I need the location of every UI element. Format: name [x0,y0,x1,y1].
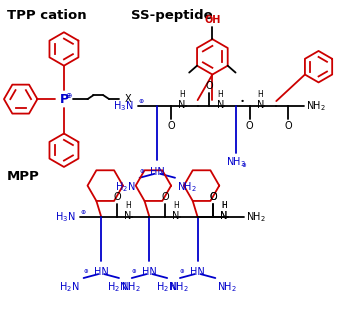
Text: $\oplus$: $\oplus$ [80,208,86,216]
Text: H$_3$N: H$_3$N [113,99,134,113]
Text: O: O [161,192,169,202]
Text: N: N [172,211,180,221]
Text: NH$_2$: NH$_2$ [306,99,326,113]
Text: $\oplus$: $\oplus$ [138,97,144,105]
Text: HN: HN [142,267,157,277]
Text: O: O [210,192,217,202]
Text: N: N [124,211,132,221]
Text: X: X [125,94,132,104]
Text: O: O [205,81,213,91]
Text: H: H [179,90,185,99]
Text: O: O [246,121,253,131]
Text: MPP: MPP [7,170,40,183]
Text: H: H [221,201,227,210]
Text: NH$_2$: NH$_2$ [177,180,197,194]
Text: O: O [284,121,292,131]
Text: N: N [216,100,224,110]
Text: H$_2$N: H$_2$N [156,280,176,294]
Text: H: H [173,201,179,210]
Text: N: N [221,211,228,221]
Text: O: O [113,192,121,202]
Text: NH$_2$: NH$_2$ [121,280,141,294]
Text: O: O [167,121,175,131]
Text: HN: HN [150,167,165,177]
Text: N: N [221,211,228,221]
Text: NH$_2$: NH$_2$ [169,280,189,294]
Text: $\bullet$: $\bullet$ [239,95,245,104]
Text: H$_2$N: H$_2$N [115,180,136,194]
Text: N: N [257,100,264,110]
Text: P: P [59,93,68,106]
Text: $\oplus$: $\oplus$ [179,267,185,275]
Text: $\oplus$: $\oplus$ [138,167,145,175]
Text: $\oplus$: $\oplus$ [241,161,247,169]
Text: H$_3$N: H$_3$N [55,210,76,224]
Text: NH$_3$: NH$_3$ [226,155,246,169]
Text: H$_2$N: H$_2$N [107,280,128,294]
Text: $\oplus$: $\oplus$ [83,267,89,275]
Text: H$_2$N: H$_2$N [59,280,80,294]
Text: HN: HN [94,267,109,277]
Text: NH$_2$: NH$_2$ [246,210,266,224]
Text: TPP cation: TPP cation [7,9,86,22]
Text: HN: HN [190,267,205,277]
Text: OH: OH [204,15,221,26]
Text: $\oplus$: $\oplus$ [131,267,137,275]
Text: N: N [178,100,186,110]
Text: NH$_2$: NH$_2$ [217,280,237,294]
Text: H: H [221,201,227,210]
Text: H: H [125,201,131,210]
Text: $\oplus$: $\oplus$ [65,91,73,100]
Text: SS-peptide: SS-peptide [131,9,213,22]
Text: H: H [217,90,223,99]
Text: O: O [210,192,217,202]
Text: H: H [258,90,263,99]
